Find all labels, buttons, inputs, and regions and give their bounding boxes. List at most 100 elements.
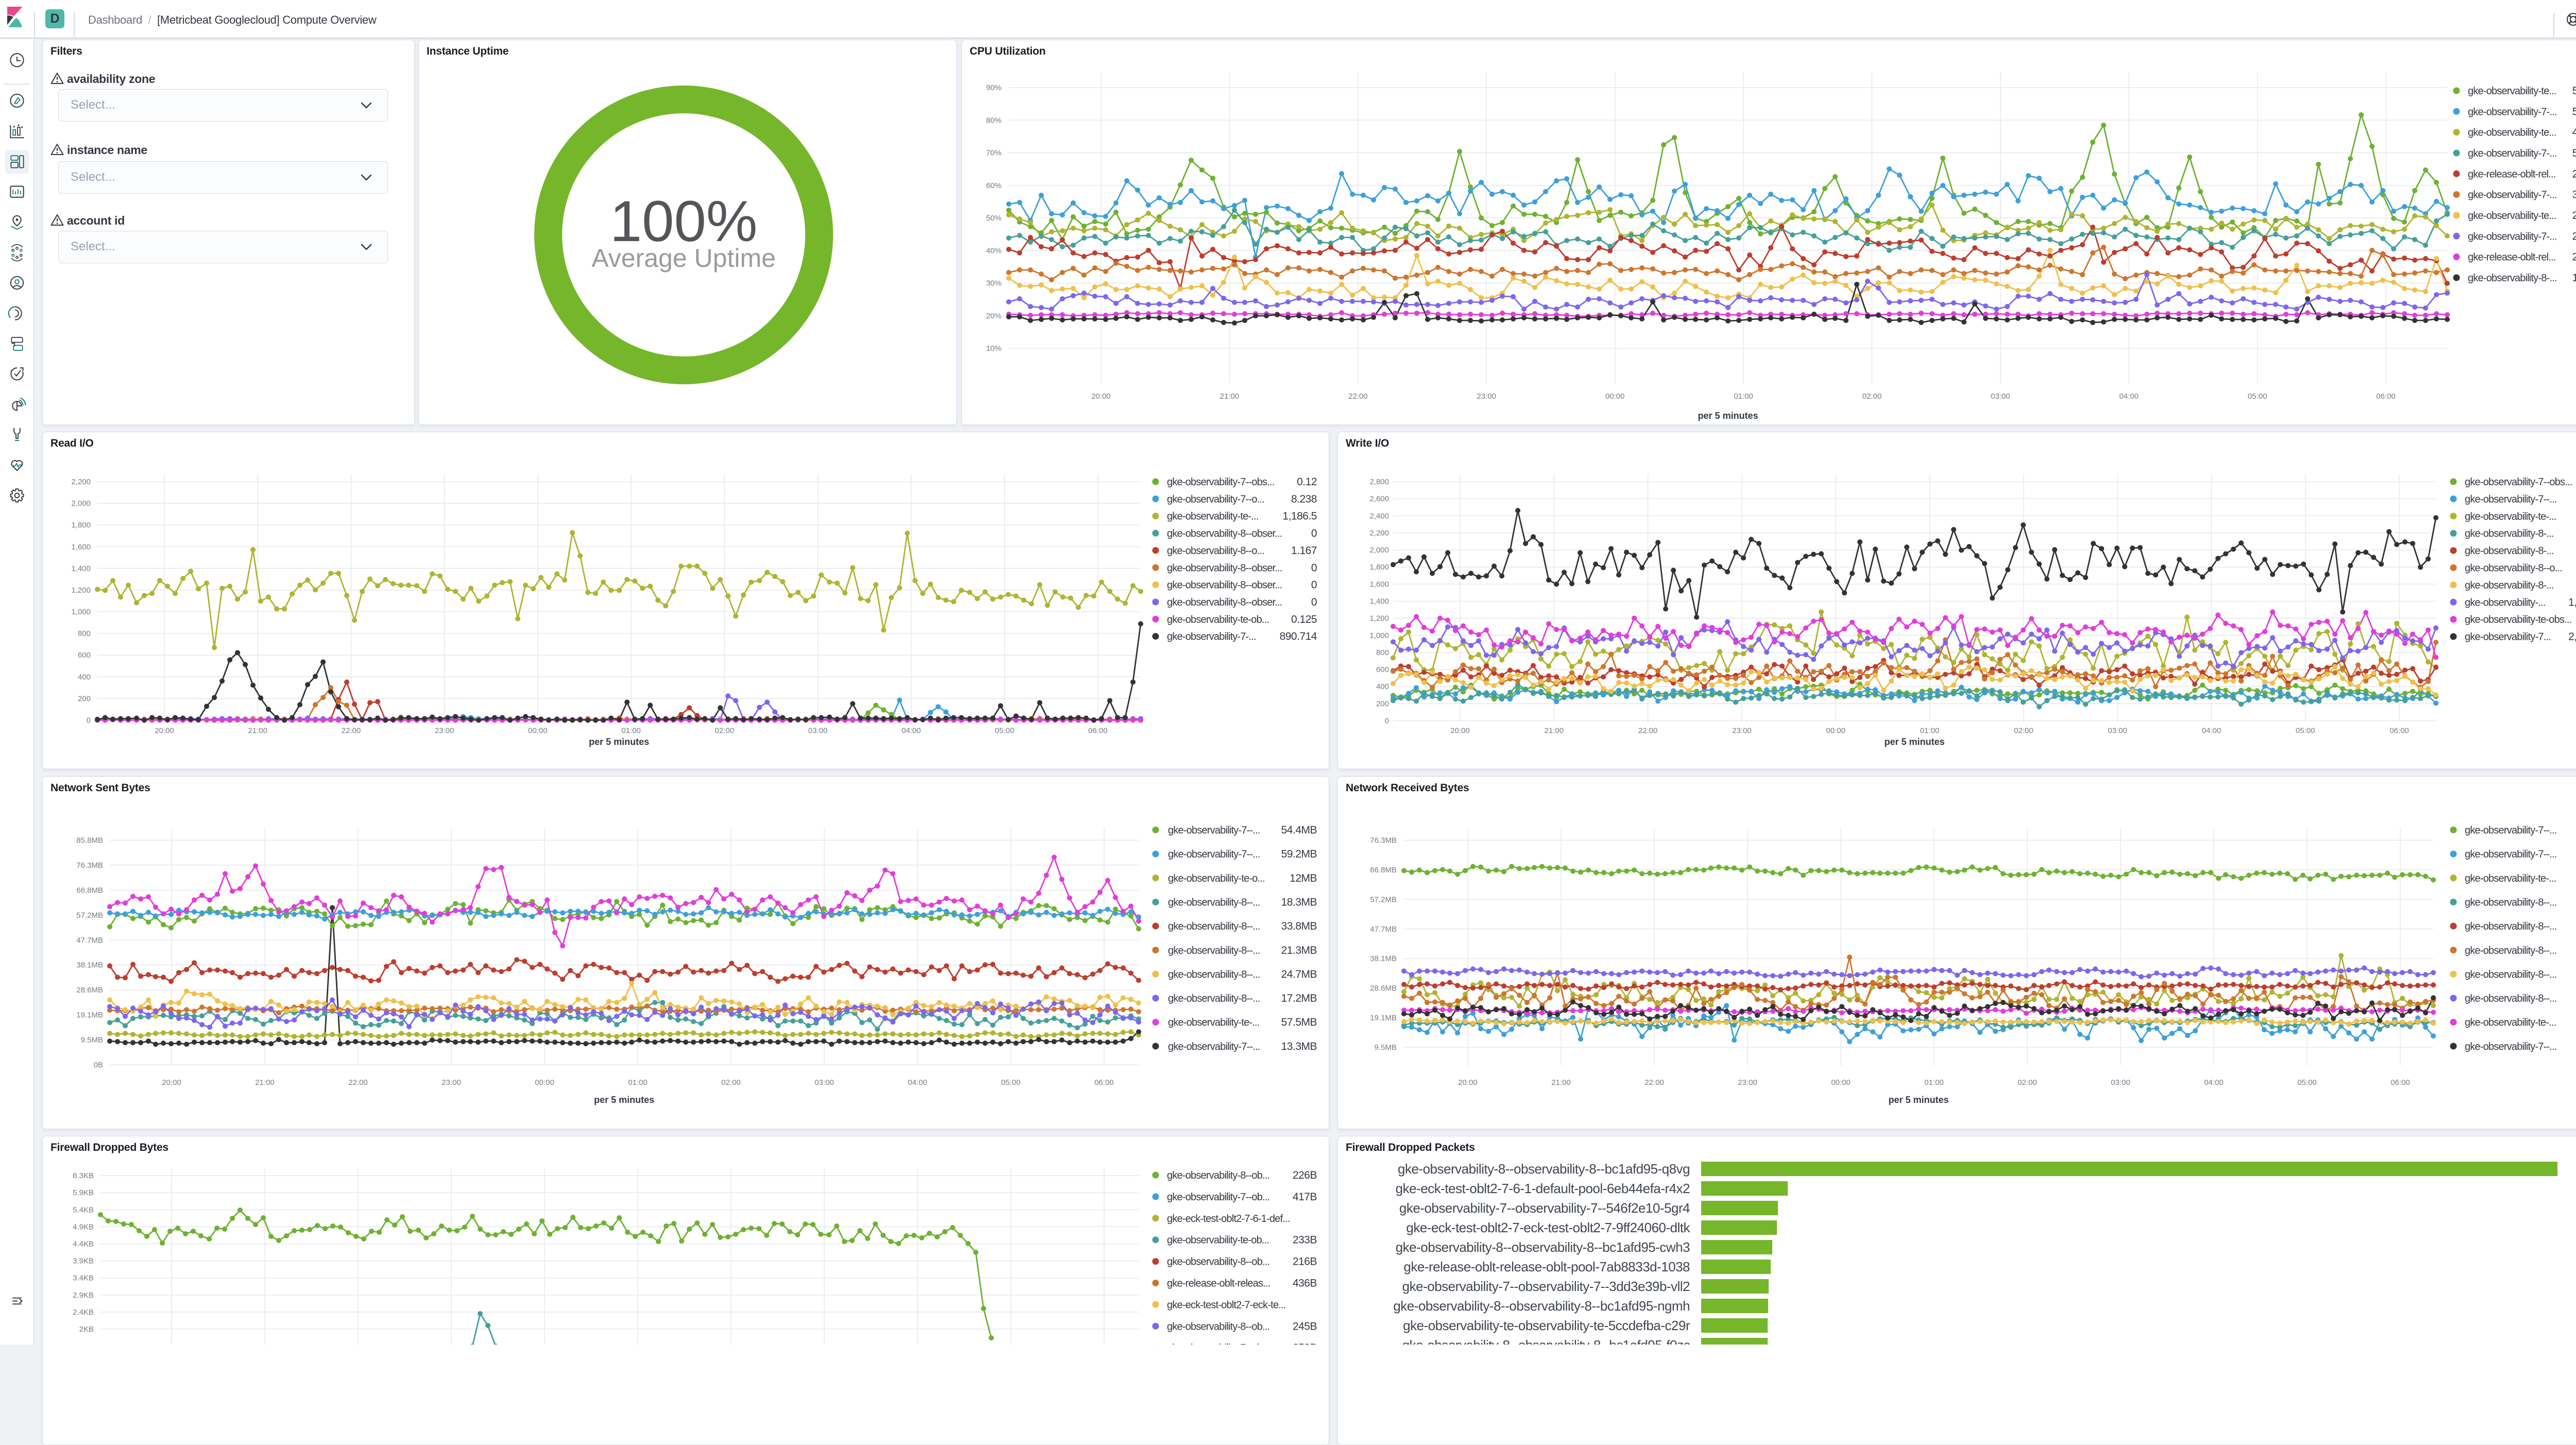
svg-text:gke-eck-test-oblt2-7-6-1-def..: gke-eck-test-oblt2-7-6-1-def... bbox=[1167, 1213, 1290, 1225]
svg-text:51.622%: 51.622% bbox=[2572, 85, 2576, 97]
svg-text:gke-observability-te...: gke-observability-te... bbox=[2468, 86, 2556, 97]
svg-text:20:00: 20:00 bbox=[1091, 392, 1111, 401]
svg-text:59.2MB: 59.2MB bbox=[1281, 848, 1317, 860]
svg-text:06:00: 06:00 bbox=[2391, 1078, 2410, 1087]
svg-text:gke-observability-7--o...: gke-observability-7--o... bbox=[1167, 494, 1264, 505]
svg-text:per 5 minutes: per 5 minutes bbox=[594, 1095, 654, 1105]
svg-text:22:00: 22:00 bbox=[348, 1078, 368, 1087]
svg-text:1,600: 1,600 bbox=[71, 542, 91, 551]
svg-text:gke-observability-7--...: gke-observability-7--... bbox=[2465, 825, 2557, 836]
svg-text:1,186.5: 1,186.5 bbox=[1282, 511, 1317, 522]
svg-text:gke-observability-8--...: gke-observability-8--... bbox=[1168, 945, 1260, 956]
svg-text:06:00: 06:00 bbox=[2376, 392, 2396, 401]
svg-text:23:00: 23:00 bbox=[1477, 392, 1496, 401]
svg-text:gke-observability-te-ob...: gke-observability-te-ob... bbox=[1167, 1235, 1269, 1246]
svg-text:gke-observability-te-ob...: gke-observability-te-ob... bbox=[1167, 614, 1269, 625]
svg-text:1,800: 1,800 bbox=[1369, 563, 1389, 572]
svg-text:2KB: 2KB bbox=[79, 1325, 94, 1334]
svg-text:1,088.875: 1,088.875 bbox=[2568, 597, 2576, 608]
svg-text:21:00: 21:00 bbox=[1220, 392, 1240, 401]
svg-text:400: 400 bbox=[78, 673, 91, 682]
svg-text:85.8MB: 85.8MB bbox=[76, 836, 103, 845]
svg-text:gke-observability-7--...: gke-observability-7--... bbox=[1168, 825, 1260, 836]
svg-text:600: 600 bbox=[1376, 666, 1389, 674]
svg-text:9.5MB: 9.5MB bbox=[1375, 1043, 1397, 1052]
svg-text:22:00: 22:00 bbox=[342, 726, 361, 735]
svg-text:26.861%: 26.861% bbox=[2572, 230, 2576, 242]
svg-text:13.3MB: 13.3MB bbox=[1281, 1041, 1317, 1052]
svg-text:gke-observability-8--obser...: gke-observability-8--obser... bbox=[1167, 580, 1282, 591]
svg-text:53.193%: 53.193% bbox=[2572, 106, 2576, 117]
svg-text:gke-observability-te-...: gke-observability-te-... bbox=[2465, 873, 2556, 884]
svg-text:gke-observability-8-...: gke-observability-8-... bbox=[2468, 273, 2557, 284]
svg-text:02:00: 02:00 bbox=[721, 1078, 741, 1087]
svg-text:gke-observability-7-...: gke-observability-7-... bbox=[1167, 631, 1256, 642]
svg-text:gke-eck-test-oblt2-7-6-1-defau: gke-eck-test-oblt2-7-6-1-default-pool-6e… bbox=[1396, 1181, 1690, 1196]
svg-text:04:00: 04:00 bbox=[2119, 392, 2139, 401]
svg-text:06:00: 06:00 bbox=[2389, 726, 2409, 735]
svg-text:02:00: 02:00 bbox=[715, 726, 734, 735]
svg-text:1,200: 1,200 bbox=[1369, 614, 1389, 623]
svg-text:00:00: 00:00 bbox=[1831, 1078, 1851, 1087]
svg-text:50%: 50% bbox=[986, 214, 1002, 223]
svg-text:gke-observability-7-...: gke-observability-7-... bbox=[2468, 148, 2557, 159]
svg-text:gke-observability-8--ob...: gke-observability-8--ob... bbox=[1167, 1321, 1269, 1332]
svg-text:00:00: 00:00 bbox=[528, 726, 548, 735]
svg-text:gke-observability-7--...: gke-observability-7--... bbox=[2465, 494, 2557, 505]
svg-text:21:00: 21:00 bbox=[1545, 726, 1564, 735]
svg-text:gke-observability-8--...: gke-observability-8--... bbox=[1168, 897, 1260, 908]
svg-text:47.7MB: 47.7MB bbox=[1370, 925, 1397, 933]
svg-text:38.1MB: 38.1MB bbox=[1370, 955, 1397, 963]
svg-text:1,800: 1,800 bbox=[71, 521, 91, 530]
svg-text:5.9KB: 5.9KB bbox=[73, 1188, 94, 1197]
svg-text:5.4KB: 5.4KB bbox=[73, 1205, 94, 1214]
svg-text:2,200: 2,200 bbox=[71, 478, 91, 486]
svg-text:57.5MB: 57.5MB bbox=[1281, 1016, 1317, 1028]
svg-text:gke-observability-7--obs...: gke-observability-7--obs... bbox=[1167, 477, 1275, 488]
svg-text:gke-observability-7--ob...: gke-observability-7--ob... bbox=[1167, 1342, 1269, 1345]
svg-text:gke-observability-7--...: gke-observability-7--... bbox=[2465, 1041, 2557, 1052]
svg-text:03:00: 03:00 bbox=[808, 726, 828, 735]
svg-text:gke-observability-8--observabi: gke-observability-8--observability-8--bc… bbox=[1402, 1337, 1690, 1345]
svg-text:0: 0 bbox=[87, 716, 91, 725]
svg-text:gke-observability-7--ob...: gke-observability-7--ob... bbox=[1167, 1192, 1269, 1203]
svg-text:2,379.714: 2,379.714 bbox=[2568, 631, 2576, 643]
svg-text:417B: 417B bbox=[1293, 1191, 1317, 1203]
svg-text:06:00: 06:00 bbox=[1094, 1078, 1114, 1087]
svg-text:05:00: 05:00 bbox=[2297, 1078, 2317, 1087]
svg-text:gke-observability-8--observabi: gke-observability-8--observability-8--bc… bbox=[1396, 1239, 1690, 1255]
svg-text:gke-observability-7--observabi: gke-observability-7--observability-7--54… bbox=[1399, 1200, 1690, 1216]
svg-text:gke-observability-8--obser...: gke-observability-8--obser... bbox=[1167, 528, 1282, 539]
svg-text:05:00: 05:00 bbox=[2296, 726, 2315, 735]
svg-text:20:00: 20:00 bbox=[1450, 726, 1470, 735]
svg-text:70%: 70% bbox=[986, 149, 1002, 158]
svg-text:38.1MB: 38.1MB bbox=[76, 961, 103, 970]
svg-text:gke-observability-8--ob...: gke-observability-8--ob... bbox=[1167, 1256, 1269, 1268]
svg-text:gke-observability-8--...: gke-observability-8--... bbox=[2465, 993, 2557, 1005]
svg-text:gke-observability-8--o...: gke-observability-8--o... bbox=[2465, 563, 2562, 574]
svg-text:gke-release-oblt-release-oblt-: gke-release-oblt-release-oblt-pool-7ab88… bbox=[1403, 1259, 1690, 1274]
svg-text:gke-observability-te-...: gke-observability-te-... bbox=[1168, 1017, 1260, 1028]
svg-text:0.12: 0.12 bbox=[1297, 476, 1317, 488]
svg-text:28.6MB: 28.6MB bbox=[76, 986, 103, 995]
svg-text:1,000: 1,000 bbox=[1369, 631, 1389, 640]
svg-text:gke-observability-8-...: gke-observability-8-... bbox=[2465, 528, 2554, 539]
svg-text:8.238: 8.238 bbox=[1291, 493, 1317, 505]
svg-text:per 5 minutes: per 5 minutes bbox=[1884, 737, 1944, 747]
svg-text:47.7MB: 47.7MB bbox=[76, 936, 103, 945]
svg-text:gke-eck-test-oblt2-7-eck-test-: gke-eck-test-oblt2-7-eck-test-oblt2-7-9f… bbox=[1406, 1220, 1690, 1235]
svg-text:1,200: 1,200 bbox=[71, 586, 91, 594]
svg-text:4.9KB: 4.9KB bbox=[73, 1222, 94, 1231]
svg-text:19.1MB: 19.1MB bbox=[76, 1011, 103, 1019]
svg-text:3.9KB: 3.9KB bbox=[73, 1257, 94, 1266]
svg-text:23:00: 23:00 bbox=[1732, 726, 1752, 735]
svg-text:04:00: 04:00 bbox=[2202, 726, 2222, 735]
svg-text:per 5 minutes: per 5 minutes bbox=[589, 737, 649, 747]
svg-text:gke-observability-te-obs...: gke-observability-te-obs... bbox=[2465, 614, 2571, 625]
svg-text:0: 0 bbox=[1311, 596, 1317, 608]
svg-text:226B: 226B bbox=[1293, 1169, 1317, 1181]
svg-text:436B: 436B bbox=[1293, 1278, 1317, 1289]
svg-text:05:00: 05:00 bbox=[1001, 1078, 1021, 1087]
svg-text:44.532%: 44.532% bbox=[2572, 127, 2576, 139]
svg-text:400: 400 bbox=[1376, 683, 1389, 691]
